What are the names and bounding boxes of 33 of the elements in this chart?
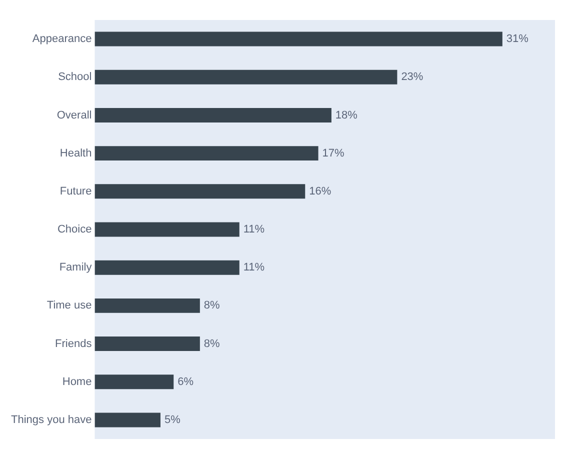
data-label: 5% xyxy=(164,414,181,426)
bar xyxy=(94,70,398,84)
data-label: 8% xyxy=(204,338,220,350)
data-label: 6% xyxy=(178,376,194,388)
y-tick-label: Things you have xyxy=(11,414,92,426)
bar xyxy=(94,184,306,199)
bar xyxy=(94,146,318,161)
bar xyxy=(94,108,332,122)
y-tick-label: Health xyxy=(60,147,92,160)
bar xyxy=(94,32,502,46)
y-tick-label: Friends xyxy=(55,338,92,350)
y-tick-label: Appearance xyxy=(32,33,92,46)
data-label: 8% xyxy=(204,300,220,312)
y-tick-label: Home xyxy=(62,376,92,388)
y-tick-label: School xyxy=(58,71,92,84)
y-tick-label: Time use xyxy=(46,300,92,312)
data-label: 17% xyxy=(322,147,345,160)
bar xyxy=(94,260,240,275)
data-label: 16% xyxy=(309,185,332,198)
bar xyxy=(94,222,240,237)
data-label: 18% xyxy=(335,109,358,122)
data-label: 11% xyxy=(243,262,265,274)
bar xyxy=(94,336,200,352)
y-tick-label: Overall xyxy=(56,109,92,122)
data-label: 23% xyxy=(401,71,424,84)
bar xyxy=(94,374,174,390)
y-tick-label: Choice xyxy=(57,224,92,236)
y-tick-label: Future xyxy=(60,185,92,198)
data-label: 31% xyxy=(506,33,529,46)
bar xyxy=(94,298,200,313)
y-tick-label: Family xyxy=(59,262,92,274)
data-label: 11% xyxy=(243,224,265,236)
bar xyxy=(94,412,160,428)
